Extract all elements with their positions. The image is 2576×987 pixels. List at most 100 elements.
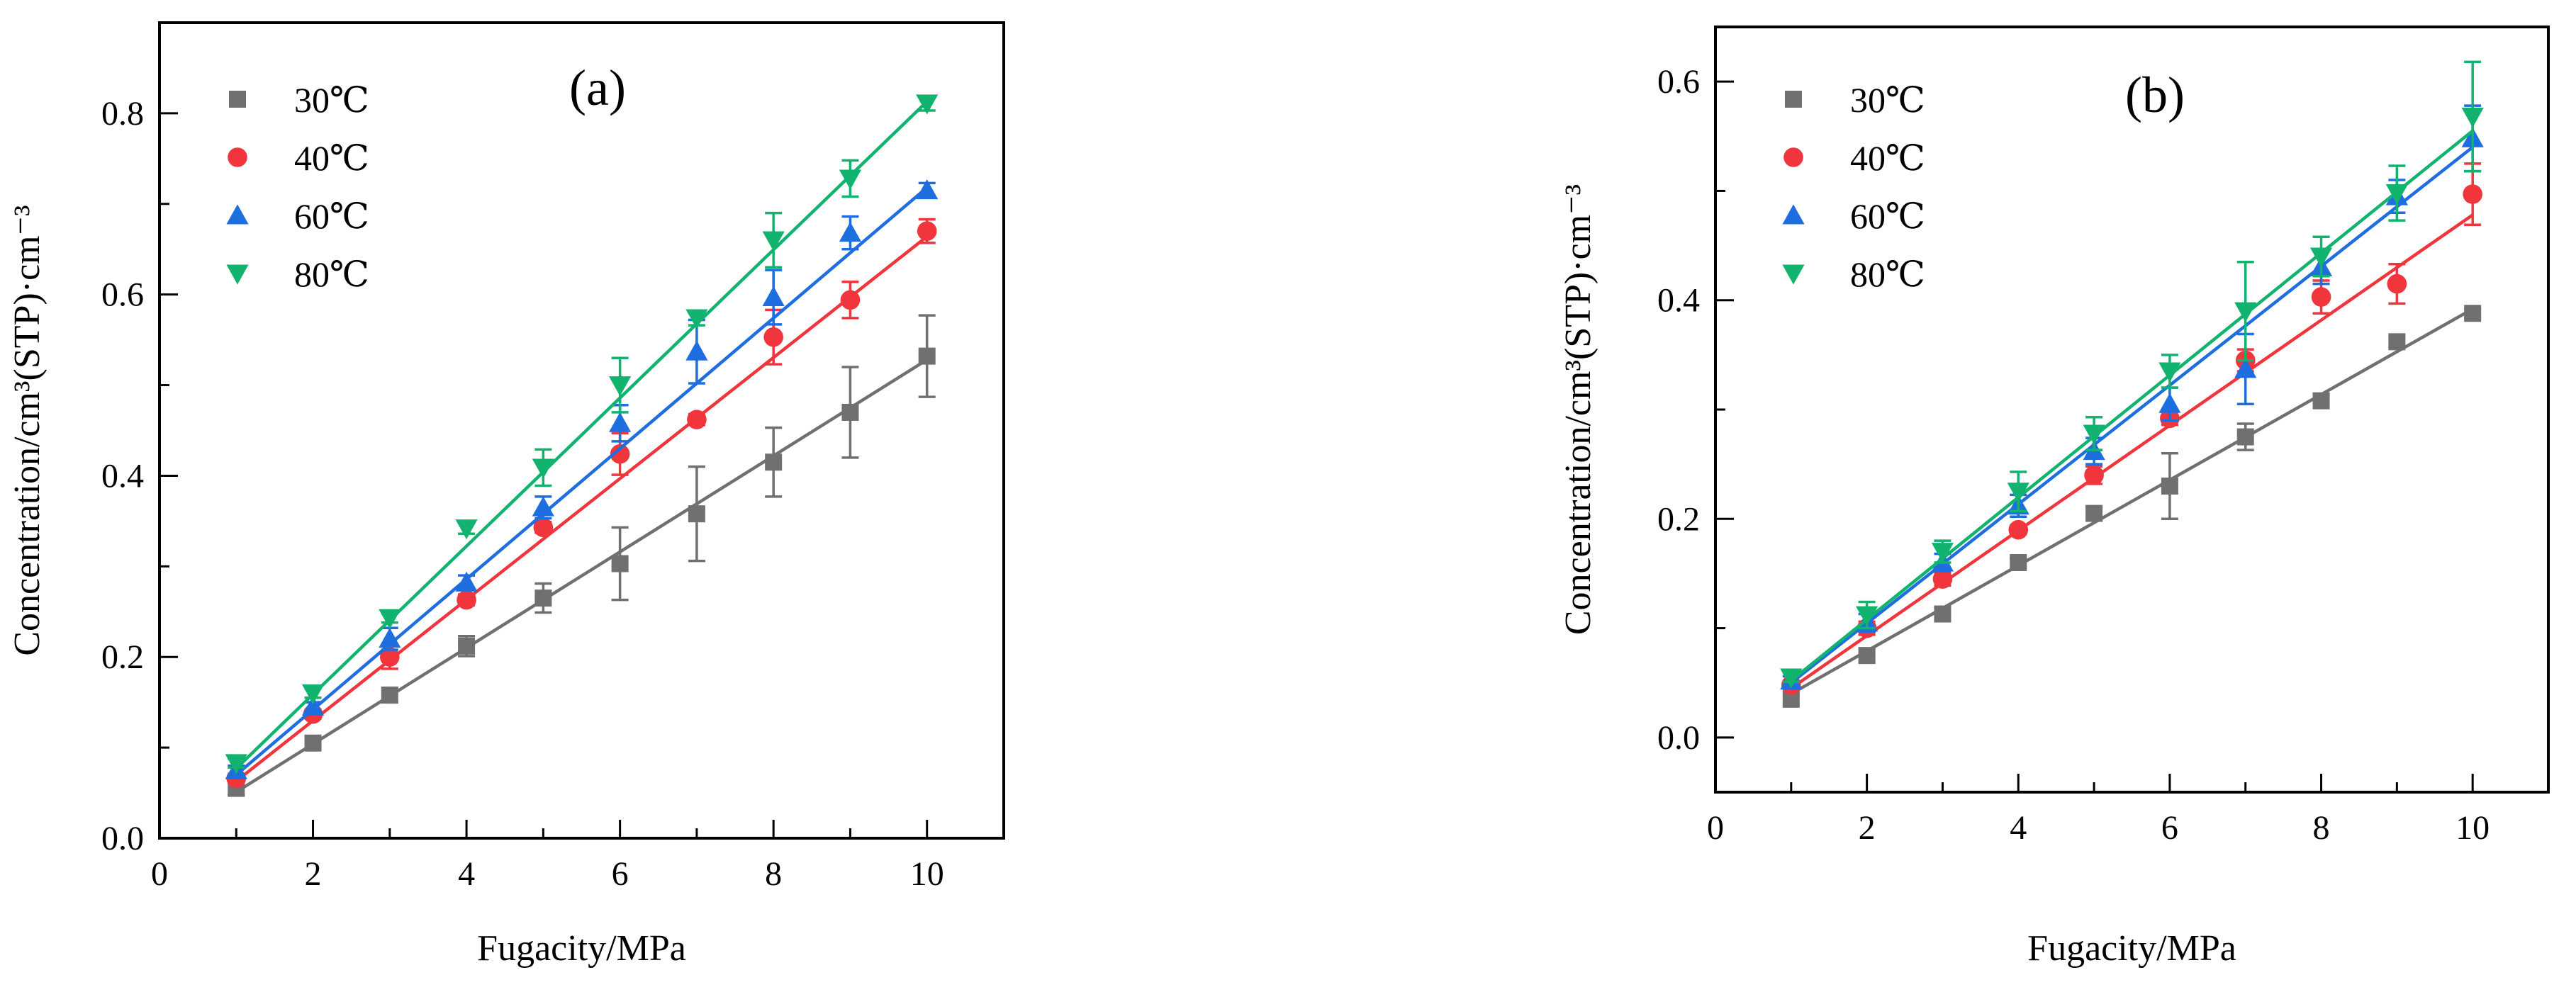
y-tick-label: 0.4 [101, 457, 144, 495]
data-point [2010, 554, 2027, 571]
legend-label: 60℃ [1850, 196, 1925, 236]
series-3 [1780, 60, 2484, 689]
y-tick-label: 0.0 [1657, 719, 1700, 757]
legend-label: 40℃ [294, 138, 369, 178]
data-point [2234, 302, 2257, 322]
legend-label: 80℃ [1850, 254, 1925, 294]
data-point [225, 754, 247, 774]
x-tick-label: 0 [151, 855, 168, 893]
data-point [2083, 424, 2105, 445]
data-point [1780, 668, 1803, 689]
fit-line [1790, 308, 2474, 696]
data-point [532, 458, 554, 479]
y-axis-label: Concentration/cm³(STP)·cm⁻³ [1558, 184, 1598, 635]
panel-a: 0 2 4 6 8 10 0.0 0.2 0.4 0.6 0.8 Fugacity/MPa Concen… [7, 21, 1005, 969]
x-tick-label: 10 [910, 855, 944, 893]
data-point [611, 555, 629, 573]
legend-label: 80℃ [294, 254, 369, 294]
y-tick-label: 0.6 [1657, 63, 1700, 101]
fit-line [1790, 145, 2474, 684]
data-point [2388, 333, 2406, 351]
data-point [1934, 605, 1951, 623]
series-3 [225, 94, 939, 774]
plot-frame [158, 21, 1005, 840]
x-axis-label: Fugacity/MPa [477, 928, 686, 969]
y-tick-label: 0.2 [1657, 500, 1700, 538]
y-axis-label: Concentration/cm³(STP)·cm⁻³ [7, 205, 47, 655]
y-tick-label: 0.8 [101, 95, 144, 132]
data-point [685, 340, 708, 361]
data-point [688, 505, 705, 523]
data-point [610, 444, 630, 464]
panel-b: 0 2 4 6 8 10 0.0 0.2 0.4 0.6 Fugacity/MPa Concentra… [1558, 26, 2550, 969]
x-tick-label: 8 [765, 855, 782, 893]
fit-line [1790, 213, 2474, 690]
data-point [2158, 362, 2181, 383]
series-1 [226, 218, 937, 789]
x-tick-label: 2 [1859, 809, 1876, 847]
y-tick-label: 0.2 [101, 638, 144, 676]
legend: 30℃ 40℃ 60℃ 80℃ [1782, 80, 1925, 294]
data-point [2161, 478, 2178, 495]
x-tick-label: 4 [458, 855, 475, 893]
data-point [763, 327, 783, 347]
data-point [2464, 305, 2482, 322]
data-point [2084, 465, 2104, 485]
data-point [916, 94, 939, 115]
legend: 30℃ 40℃ 60℃ 80℃ [226, 80, 369, 294]
data-point [2008, 519, 2029, 540]
data-point [2236, 428, 2254, 446]
legend-marker [226, 264, 249, 285]
data-point [1858, 647, 1876, 665]
series-2 [1780, 104, 2484, 690]
x-tick-label: 8 [2313, 809, 2330, 847]
data-point [381, 686, 398, 704]
data-point [839, 222, 862, 242]
plot-frame [1714, 26, 2550, 794]
x-tick-label: 6 [2161, 809, 2178, 847]
y-tick-label: 0.0 [101, 820, 144, 857]
y-tick-label: 0.4 [1657, 282, 1700, 320]
x-tick-label: 4 [2010, 809, 2027, 847]
data-point [917, 221, 937, 241]
series-2 [225, 179, 939, 779]
legend-marker [1785, 91, 1802, 108]
data-point [2387, 273, 2407, 294]
legend-marker [229, 91, 246, 108]
data-point [2234, 358, 2257, 378]
fit-line [235, 100, 929, 770]
data-point [685, 309, 708, 329]
fit-line [235, 235, 929, 783]
fit-line [235, 186, 929, 777]
data-point [2085, 504, 2103, 522]
data-point [379, 609, 401, 629]
data-point [380, 647, 400, 667]
legend-marker [228, 147, 247, 167]
series-0 [228, 314, 936, 797]
data-point [2312, 392, 2330, 410]
data-point [609, 412, 632, 432]
data-point [762, 231, 785, 252]
data-point [301, 695, 325, 716]
x-tick-label: 10 [2455, 809, 2490, 847]
data-point [2158, 393, 2181, 413]
legend-label: 30℃ [294, 80, 369, 120]
data-point [1931, 543, 1954, 563]
series-1 [1781, 162, 2482, 695]
x-axis-label: Fugacity/MPa [2027, 928, 2236, 969]
data-point [534, 590, 552, 607]
series-0 [1782, 305, 2482, 708]
data-point [458, 637, 476, 655]
data-point [533, 517, 554, 538]
y-tick-label: 0.6 [101, 276, 144, 314]
data-point [455, 519, 478, 540]
data-point [765, 453, 783, 471]
legend-label: 60℃ [294, 196, 369, 236]
data-point [457, 590, 476, 610]
data-point [839, 169, 862, 190]
data-point [1856, 606, 1878, 626]
panel-label: (a) [569, 60, 626, 116]
panel-label: (b) [2125, 67, 2185, 123]
data-point [2311, 287, 2331, 307]
